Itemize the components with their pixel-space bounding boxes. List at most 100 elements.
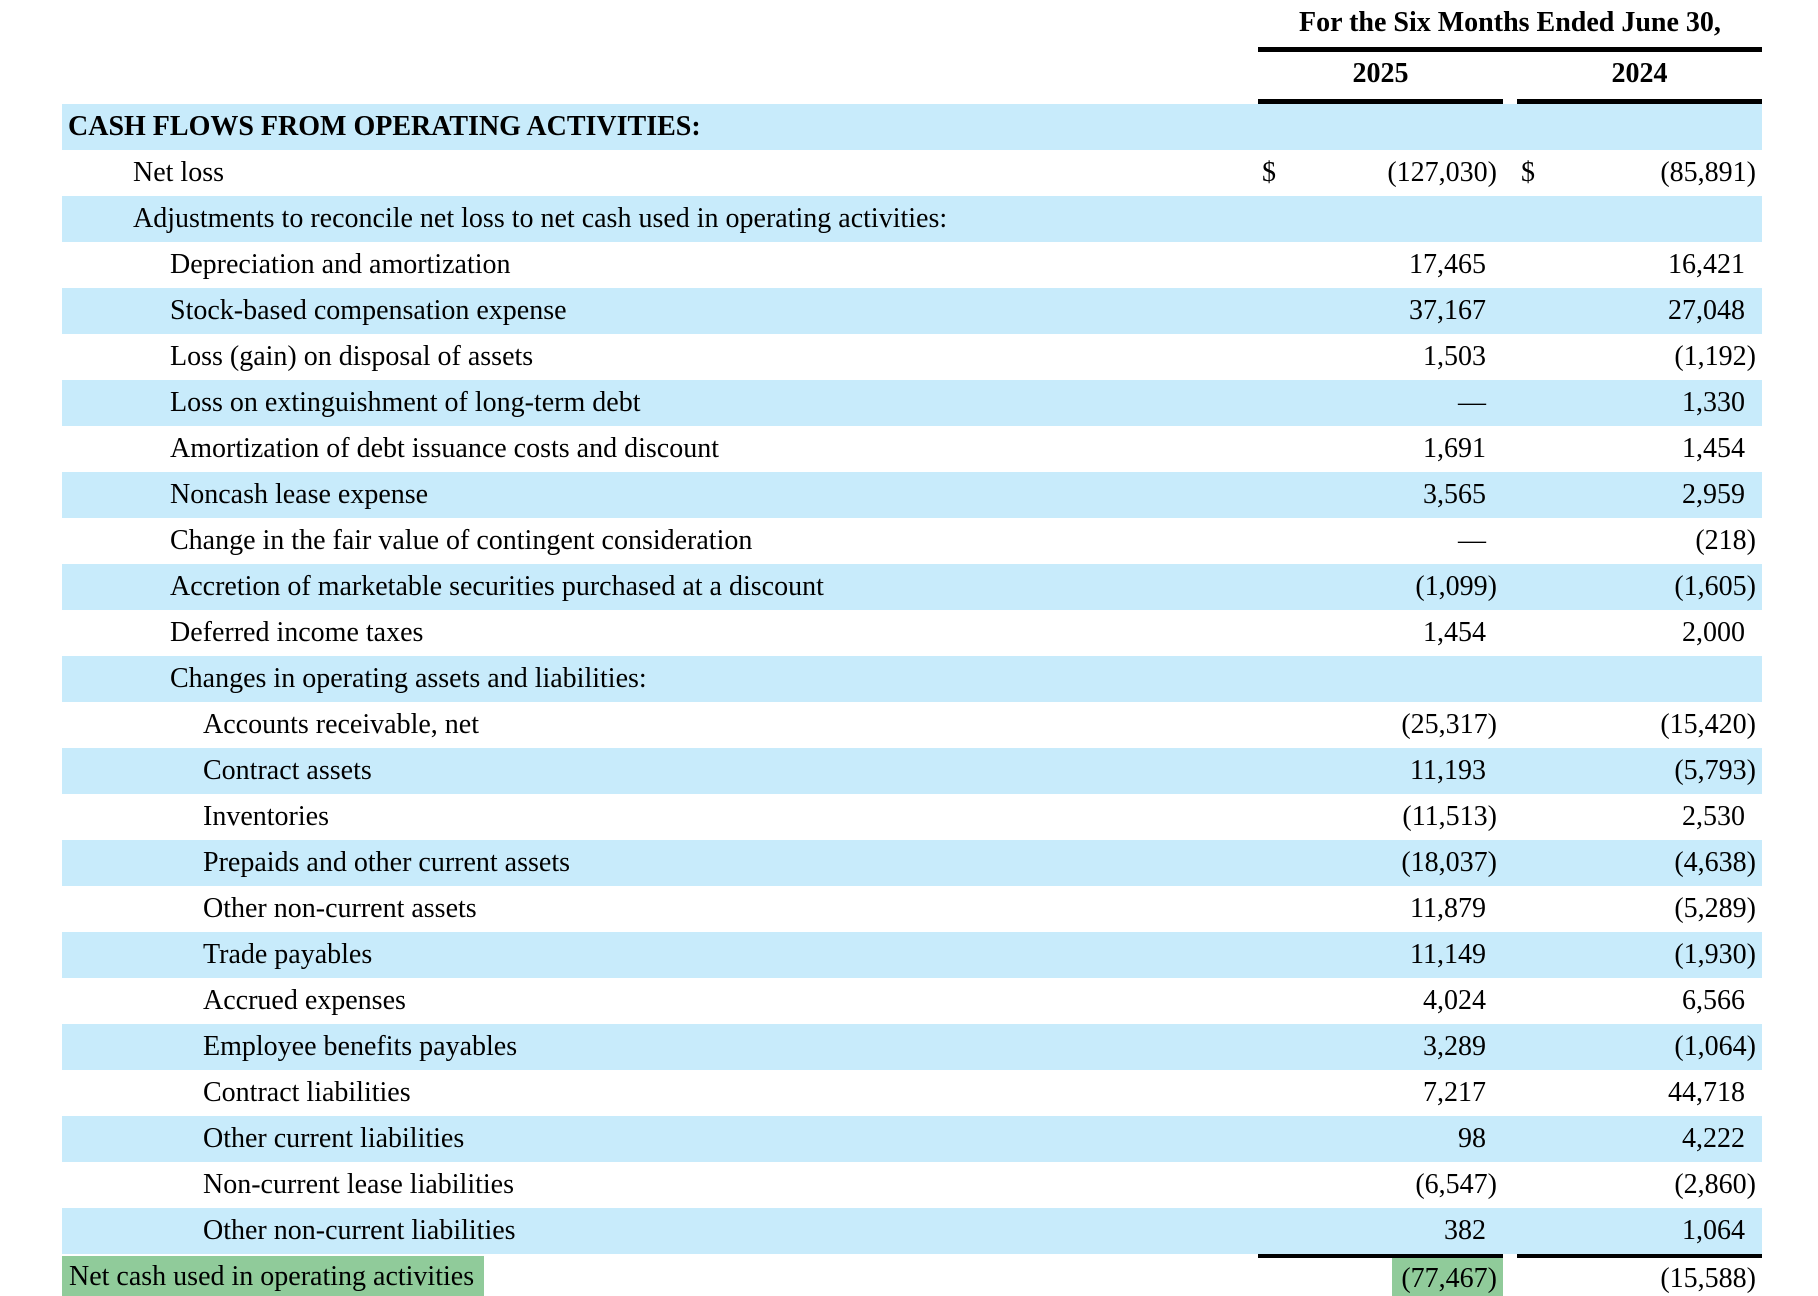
column-gap: [1503, 1162, 1517, 1208]
row-label: Other non-current assets: [203, 893, 477, 924]
value-cell-2024: 6,566: [1517, 978, 1762, 1024]
value-cell-2025: 1,503: [1258, 334, 1503, 380]
table-row: Other current liabilities 98 4,222: [62, 1116, 1762, 1162]
value-2025: 3,565: [1423, 479, 1486, 510]
table-row: Inventories (11,513) 2,530: [62, 794, 1762, 840]
value-2024: (1,930): [1674, 939, 1756, 970]
value-cell-2024: 1,330: [1517, 380, 1762, 426]
table-row: Net cash used in operating activities (7…: [62, 1254, 1762, 1296]
value-cell-2024: (1,192): [1517, 334, 1762, 380]
table-row: Adjustments to reconcile net loss to net…: [62, 196, 1762, 242]
value-cell-2024: 2,000: [1517, 610, 1762, 656]
row-label-cell: Contract liabilities: [62, 1070, 1258, 1116]
row-label-cell: Accretion of marketable securities purch…: [62, 564, 1258, 610]
row-label: Deferred income taxes: [170, 617, 424, 648]
value-2025: 11,879: [1410, 893, 1486, 924]
row-label: Net loss: [133, 157, 224, 188]
row-label: Contract liabilities: [203, 1077, 411, 1108]
value-2024: (4,638): [1674, 847, 1756, 878]
table-row: Accrued expenses 4,024 6,566: [62, 978, 1762, 1024]
value-cell-2025: $ (127,030): [1258, 150, 1503, 196]
row-label: Noncash lease expense: [170, 479, 429, 510]
value-cell-2024: (1,605): [1517, 564, 1762, 610]
value-2025: (6,547): [1415, 1169, 1497, 1200]
value-2024: 1,064: [1682, 1215, 1745, 1246]
row-label-cell: Trade payables: [62, 932, 1258, 978]
table-row: Amortization of debt issuance costs and …: [62, 426, 1762, 472]
row-label-cell: Employee benefits payables: [62, 1024, 1258, 1070]
row-label-cell: Deferred income taxes: [62, 610, 1258, 656]
table-row: Changes in operating assets and liabilit…: [62, 656, 1762, 702]
value-cell-2025: 1,454: [1258, 610, 1503, 656]
value-cell-2024: $ (85,891): [1517, 150, 1762, 196]
row-label-cell: Net cash used in operating activities: [62, 1254, 1258, 1296]
column-gap: [1503, 748, 1517, 794]
row-label: Employee benefits payables: [203, 1031, 518, 1062]
value-2024: (218): [1695, 525, 1756, 556]
row-label: Non-current lease liabilities: [203, 1169, 514, 1200]
column-gap: [1503, 978, 1517, 1024]
column-gap: [1503, 288, 1517, 334]
value-2024: (15,420): [1660, 709, 1756, 740]
row-label: Amortization of debt issuance costs and …: [170, 433, 719, 464]
column-gap: [1503, 150, 1517, 196]
value-cell-2024: (2,860): [1517, 1162, 1762, 1208]
column-gap: [1503, 1254, 1517, 1296]
column-gap: [1503, 610, 1517, 656]
table-row: Stock-based compensation expense 37,167 …: [62, 288, 1762, 334]
row-label-cell: Other current liabilities: [62, 1116, 1258, 1162]
row-label: Changes in operating assets and liabilit…: [170, 663, 647, 694]
value-cell-2025: 11,879: [1258, 886, 1503, 932]
table-body: CASH FLOWS FROM OPERATING ACTIVITIES: Ne…: [62, 104, 1762, 1296]
table-row: Accounts receivable, net (25,317) (15,42…: [62, 702, 1762, 748]
row-label-cell: Accrued expenses: [62, 978, 1258, 1024]
value-cell-2025: (25,317): [1258, 702, 1503, 748]
value-cell-2024: [1517, 104, 1762, 150]
value-cell-2024: (218): [1517, 518, 1762, 564]
value-cell-2025: [1258, 196, 1503, 242]
value-2024: (1,605): [1674, 571, 1756, 602]
value-cell-2024: (5,793): [1517, 748, 1762, 794]
row-label-cell: Other non-current liabilities: [62, 1208, 1258, 1254]
row-label-cell: Changes in operating assets and liabilit…: [62, 656, 1258, 702]
header-columns: For the Six Months Ended June 30, 2025 2…: [1258, 0, 1762, 104]
row-label-cell: Noncash lease expense: [62, 472, 1258, 518]
value-cell-2024: 1,064: [1517, 1208, 1762, 1254]
column-gap: [1503, 840, 1517, 886]
column-gap: [1503, 426, 1517, 472]
row-label: Adjustments to reconcile net loss to net…: [133, 203, 948, 234]
row-label-cell: Adjustments to reconcile net loss to net…: [62, 196, 1258, 242]
table-row: Contract assets 11,193 (5,793): [62, 748, 1762, 794]
value-cell-2025: 17,465: [1258, 242, 1503, 288]
table-row: Noncash lease expense 3,565 2,959: [62, 472, 1762, 518]
row-label-cell: Stock-based compensation expense: [62, 288, 1258, 334]
value-cell-2025: (6,547): [1258, 1162, 1503, 1208]
value-2025: (18,037): [1401, 847, 1497, 878]
table-row: Depreciation and amortization 17,465 16,…: [62, 242, 1762, 288]
table-row: Other non-current assets 11,879 (5,289): [62, 886, 1762, 932]
row-label: Stock-based compensation expense: [170, 295, 567, 326]
value-2024: (1,064): [1674, 1031, 1756, 1062]
value-2025: 1,503: [1423, 341, 1486, 372]
column-header-2025: 2025: [1258, 52, 1503, 104]
value-2025: (77,467): [1392, 1258, 1503, 1296]
value-2024: 2,959: [1682, 479, 1745, 510]
value-cell-2025: [1258, 656, 1503, 702]
value-2024: 2,530: [1682, 801, 1745, 832]
value-cell-2024: 4,222: [1517, 1116, 1762, 1162]
row-label: Loss on extinguishment of long-term debt: [170, 387, 641, 418]
value-2025: (127,030): [1387, 157, 1497, 188]
table-row: Accretion of marketable securities purch…: [62, 564, 1762, 610]
currency-symbol-2024: $: [1521, 157, 1535, 188]
column-gap: [1503, 1116, 1517, 1162]
row-label: Accretion of marketable securities purch…: [170, 571, 824, 602]
table-row: Non-current lease liabilities (6,547) (2…: [62, 1162, 1762, 1208]
table-row: Deferred income taxes 1,454 2,000: [62, 610, 1762, 656]
table-row: Prepaids and other current assets (18,03…: [62, 840, 1762, 886]
value-cell-2024: (15,588): [1517, 1254, 1762, 1296]
value-2025: (11,513): [1402, 801, 1497, 832]
value-cell-2024: 16,421: [1517, 242, 1762, 288]
value-cell-2025: [1258, 104, 1503, 150]
value-2025: 1,691: [1423, 433, 1486, 464]
value-2025: 3,289: [1423, 1031, 1486, 1062]
